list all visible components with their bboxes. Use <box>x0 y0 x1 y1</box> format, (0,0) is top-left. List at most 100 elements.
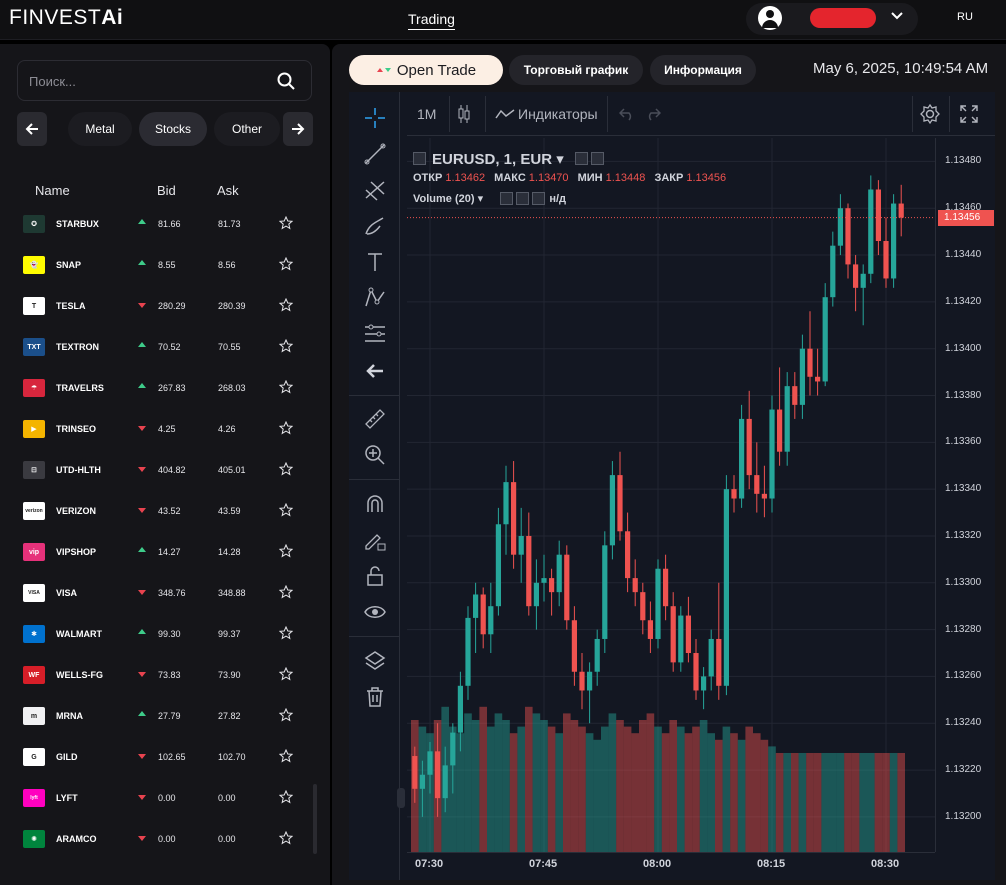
list-scrollbar[interactable] <box>313 784 317 854</box>
fullscreen-icon[interactable] <box>960 105 978 123</box>
chevron-down-icon[interactable] <box>890 9 904 23</box>
legend-settings-icon[interactable] <box>591 152 604 165</box>
category-stocks[interactable]: Stocks <box>139 112 207 146</box>
list-item[interactable]: VISA VISA 348.76 348.88 <box>17 573 307 614</box>
volume-eye-icon[interactable] <box>500 192 513 205</box>
category-metal[interactable]: Metal <box>68 112 132 146</box>
eye-icon[interactable] <box>363 600 387 624</box>
lock-drawing-icon[interactable] <box>363 528 387 552</box>
toolbar-divider <box>349 479 400 480</box>
company-logo-icon: ☂ <box>23 379 45 397</box>
favorite-star-icon[interactable] <box>279 626 293 640</box>
language-switch[interactable]: RU <box>957 11 973 23</box>
volume-bar <box>456 733 465 852</box>
favorite-star-icon[interactable] <box>279 298 293 312</box>
list-item[interactable]: TXT TEXTRON 70.52 70.55 <box>17 327 307 368</box>
list-item[interactable]: ☂ TRAVELRS 267.83 268.03 <box>17 368 307 409</box>
favorite-star-icon[interactable] <box>279 421 293 435</box>
redo-icon[interactable] <box>645 107 661 121</box>
interval-select[interactable]: 1M <box>417 106 437 122</box>
trend-line-icon[interactable] <box>363 142 387 166</box>
candle-type-icon[interactable] <box>457 104 471 124</box>
crosshair-icon[interactable] <box>363 106 387 130</box>
logo-suffix: Ai <box>101 6 124 29</box>
brand-logo[interactable]: FINVESTAi <box>9 6 123 30</box>
list-item[interactable]: ✪ STARBUX 81.66 81.73 <box>17 204 307 245</box>
favorite-star-icon[interactable] <box>279 585 293 599</box>
volume-bar <box>555 733 563 852</box>
category-next-button[interactable] <box>283 112 313 146</box>
unlock-icon[interactable] <box>363 564 387 588</box>
fib-tool-icon[interactable] <box>363 178 387 202</box>
collapse-legend-icon[interactable] <box>413 152 426 165</box>
favorite-star-icon[interactable] <box>279 667 293 681</box>
list-item[interactable]: ✺ ARAMCO 0.00 0.00 <box>17 819 307 860</box>
favorite-star-icon[interactable] <box>279 544 293 558</box>
candlestick-chart[interactable] <box>407 138 935 852</box>
search-placeholder: Поиск... <box>29 74 76 89</box>
zoom-in-icon[interactable] <box>363 443 387 467</box>
favorite-star-icon[interactable] <box>279 380 293 394</box>
favorite-star-icon[interactable] <box>279 503 293 517</box>
list-item[interactable]: WF WELLS-FG 73.83 73.90 <box>17 655 307 696</box>
instrument-symbol: TRINSEO <box>56 424 97 434</box>
search-icon[interactable] <box>276 71 296 91</box>
list-item[interactable]: verizon VERIZON 43.52 43.59 <box>17 491 307 532</box>
text-tool-icon[interactable] <box>363 250 387 274</box>
list-item[interactable]: ▶ TRINSEO 4.25 4.26 <box>17 409 307 450</box>
volume-close-icon[interactable] <box>532 192 545 205</box>
instrument-symbol: MRNA <box>56 711 83 721</box>
nav-trading-link[interactable]: Trading <box>408 11 455 30</box>
price-direction-icon <box>138 836 146 841</box>
candle-body <box>807 348 813 377</box>
header-name[interactable]: Name <box>35 183 70 198</box>
list-item[interactable]: G GILD 102.65 102.70 <box>17 737 307 778</box>
favorite-star-icon[interactable] <box>279 257 293 271</box>
magnet-icon[interactable] <box>363 492 387 516</box>
list-item[interactable]: lyft LYFT 0.00 0.00 <box>17 778 307 819</box>
price-axis[interactable]: 1.13480 1.13460 1.13440 1.13420 1.13400 1.133… <box>935 138 995 852</box>
list-item[interactable]: vip VIPSHOP 14.27 14.28 <box>17 532 307 573</box>
category-prev-button[interactable] <box>17 112 47 146</box>
favorite-star-icon[interactable] <box>279 339 293 353</box>
search-input[interactable]: Поиск... <box>17 60 312 101</box>
favorite-star-icon[interactable] <box>279 831 293 845</box>
volume-settings-icon[interactable] <box>516 192 529 205</box>
list-item[interactable]: ✱ WALMART 99.30 99.37 <box>17 614 307 655</box>
legend-eye-icon[interactable] <box>575 152 588 165</box>
volume-bar <box>540 720 548 852</box>
ruler-icon[interactable] <box>363 407 387 431</box>
open-trade-button[interactable]: Open Trade <box>349 55 503 85</box>
favorite-star-icon[interactable] <box>279 790 293 804</box>
list-item[interactable]: 👻 SNAP 8.55 8.56 <box>17 245 307 286</box>
list-item[interactable]: T TESLA 280.29 280.39 <box>17 286 307 327</box>
candle-body <box>457 685 463 733</box>
favorite-star-icon[interactable] <box>279 749 293 763</box>
category-other[interactable]: Other <box>214 112 280 146</box>
arrow-back-icon[interactable] <box>363 359 387 383</box>
symbol-title[interactable]: EURUSD, 1, EUR ▾ <box>432 151 564 168</box>
settings-gear-icon[interactable] <box>919 103 941 125</box>
undo-icon[interactable] <box>619 107 635 121</box>
header-bid[interactable]: Bid <box>157 183 176 198</box>
layers-icon[interactable] <box>363 649 387 673</box>
prediction-tool-icon[interactable] <box>363 322 387 346</box>
arrow-left-icon <box>25 123 38 135</box>
user-avatar-icon[interactable] <box>758 6 782 30</box>
list-item[interactable]: ⊟ UTD-HLTH 404.82 405.01 <box>17 450 307 491</box>
bid-price: 14.27 <box>158 547 181 557</box>
trash-icon[interactable] <box>363 685 387 709</box>
tab-information[interactable]: Информация <box>650 55 756 85</box>
favorite-star-icon[interactable] <box>279 462 293 476</box>
indicators-button[interactable]: Индикаторы <box>518 106 598 122</box>
tab-trading-chart[interactable]: Торговый график <box>509 55 643 85</box>
pattern-tool-icon[interactable] <box>363 286 387 310</box>
list-item[interactable]: m MRNA 27.79 27.82 <box>17 696 307 737</box>
indicators-icon[interactable] <box>495 108 515 120</box>
favorite-star-icon[interactable] <box>279 708 293 722</box>
collapse-toolbar-handle[interactable] <box>397 788 405 808</box>
favorite-star-icon[interactable] <box>279 216 293 230</box>
header-ask[interactable]: Ask <box>217 183 239 198</box>
brush-icon[interactable] <box>363 214 387 238</box>
